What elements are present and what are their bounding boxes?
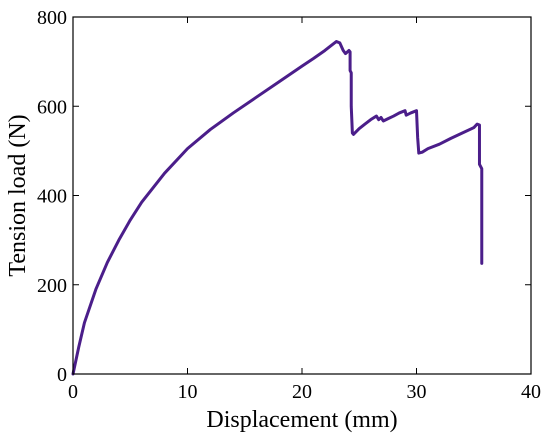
y-tick-label: 0 [57,364,67,386]
x-tick-label: 10 [178,381,198,403]
y-tick-label: 800 [37,7,67,29]
x-tick-label: 20 [292,381,312,403]
x-tick-label: 40 [521,381,541,403]
plot-frame [72,16,532,375]
y-axis-label: Tension load (N) [5,114,31,276]
series-line [71,40,484,376]
x-axis-label: Displacement (mm) [206,407,397,433]
x-tick-label: 30 [407,381,427,403]
y-tick-label: 600 [37,96,67,118]
y-tick-label: 400 [37,186,67,208]
plot-area [71,40,484,376]
x-tick-label: 0 [68,381,78,403]
y-tick-label: 200 [37,275,67,297]
